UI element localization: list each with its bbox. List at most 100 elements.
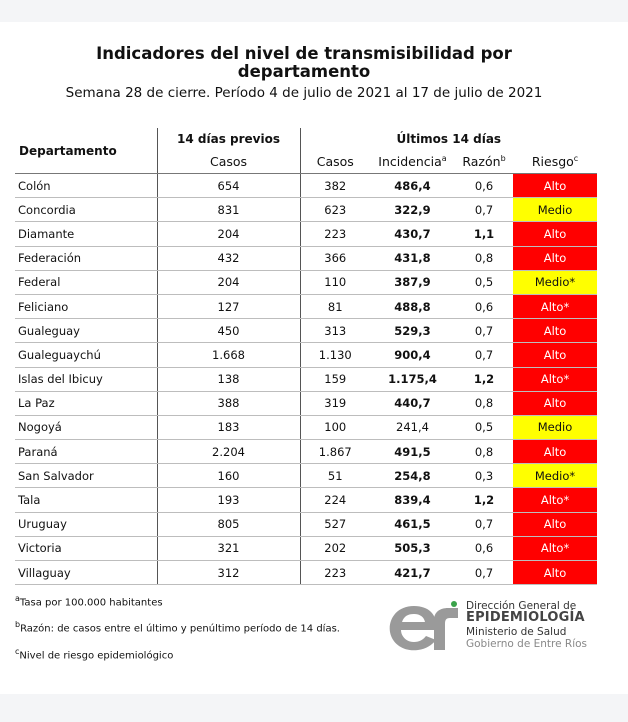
cell-casos-ultimos: 382 <box>299 173 370 199</box>
header-razon: Razónb <box>455 150 513 174</box>
cell-razon: 1,1 <box>455 221 513 247</box>
document-subtitle: Semana 28 de cierre. Período 4 de julio … <box>65 85 543 101</box>
cell-razon: 0,8 <box>455 391 513 416</box>
cell-incidencia: 431,8 <box>370 246 455 271</box>
footnote-c: cNivel de riesgo epidemiológico <box>15 646 174 661</box>
cell-casos-previos: 204 <box>156 270 300 295</box>
cell-riesgo: Medio <box>513 415 598 441</box>
cell-razon: 0,6 <box>455 536 513 562</box>
cell-incidencia: 387,9 <box>370 270 455 295</box>
footnotes: aTasa por 100.000 habitantes bRazón: de … <box>15 588 340 667</box>
table-row: Concordia 831 623 322,9 0,7 Medio <box>15 197 598 223</box>
table-row: Colón 654 382 486,4 0,6 Alto <box>15 173 598 199</box>
logo-text-line1: Dirección General de <box>466 600 577 612</box>
table-row: Feliciano 127 81 488,8 0,6 Alto* <box>15 294 598 320</box>
cell-incidencia: 839,4 <box>370 487 455 513</box>
header-casos-ultimos: Casos <box>299 150 370 174</box>
table-row: Gualeguay 450 313 529,3 0,7 Alto <box>15 318 598 344</box>
cell-casos-ultimos: 313 <box>299 318 370 344</box>
cell-departamento: Uruguay <box>15 512 157 537</box>
table-row: Gualeguaychú 1.668 1.130 900,4 0,7 Alto <box>15 342 598 368</box>
cell-casos-previos: 805 <box>156 512 300 537</box>
header-row-columns: Casos Casos Incidenciaa Razónb Riesgoc <box>15 150 598 174</box>
cell-riesgo: Alto* <box>513 294 598 320</box>
cell-incidencia: 1.175,4 <box>370 367 455 392</box>
table-row: Federación 432 366 431,8 0,8 Alto <box>15 246 598 271</box>
cell-riesgo: Medio* <box>513 463 598 489</box>
cell-incidencia: 486,4 <box>370 173 455 199</box>
cell-departamento: Gualeguaychú <box>15 342 157 368</box>
cell-casos-previos: 138 <box>156 367 300 392</box>
indicators-table: Departamento 14 días previos Últimos 14 … <box>15 128 598 586</box>
cell-riesgo: Alto <box>513 173 598 199</box>
cell-casos-previos: 204 <box>156 221 300 247</box>
header-departamento: Departamento <box>15 128 157 174</box>
cell-departamento: Diamante <box>15 221 157 247</box>
cell-incidencia: 241,4 <box>370 415 455 441</box>
cell-casos-previos: 321 <box>156 536 300 562</box>
cell-riesgo: Alto <box>513 221 598 247</box>
cell-incidencia: 430,7 <box>370 221 455 247</box>
cell-casos-ultimos: 223 <box>299 221 370 247</box>
cell-incidencia: 254,8 <box>370 463 455 489</box>
table-row: Paraná 2.204 1.867 491,5 0,8 Alto <box>15 439 598 465</box>
cell-casos-previos: 2.204 <box>156 439 300 465</box>
cell-razon: 1,2 <box>455 487 513 513</box>
cell-casos-previos: 654 <box>156 173 300 199</box>
cell-incidencia: 440,7 <box>370 391 455 416</box>
logo-text-line2: EPIDEMIOLOGÍA <box>466 610 585 625</box>
cell-razon: 0,3 <box>455 463 513 489</box>
cell-departamento: Paraná <box>15 439 157 465</box>
cell-razon: 0,7 <box>455 197 513 223</box>
cell-casos-ultimos: 527 <box>299 512 370 537</box>
logo-text-line3: Ministerio de Salud <box>466 626 567 638</box>
cell-razon: 0,6 <box>455 173 513 199</box>
header-riesgo: Riesgoc <box>513 150 598 174</box>
cell-casos-previos: 193 <box>156 487 300 513</box>
logo-text-line4: Gobierno de Entre Ríos <box>466 638 588 650</box>
cell-casos-ultimos: 81 <box>299 294 370 320</box>
cell-departamento: La Paz <box>15 391 157 416</box>
cell-casos-previos: 388 <box>156 391 300 416</box>
cell-razon: 0,6 <box>455 294 513 320</box>
cell-riesgo: Alto* <box>513 367 598 392</box>
cell-casos-ultimos: 159 <box>299 367 370 392</box>
table-row: Federal 204 110 387,9 0,5 Medio* <box>15 270 598 295</box>
cell-casos-ultimos: 223 <box>299 560 370 586</box>
cell-incidencia: 322,9 <box>370 197 455 223</box>
cell-riesgo: Alto <box>513 246 598 271</box>
table-body: Colón 654 382 486,4 0,6 Alto Concordia 831 623 32… <box>15 173 598 586</box>
cell-casos-previos: 831 <box>156 197 300 223</box>
cell-casos-ultimos: 202 <box>299 536 370 562</box>
table-row: Victoria 321 202 505,3 0,6 Alto* <box>15 536 598 562</box>
cell-casos-previos: 127 <box>156 294 300 320</box>
svg-text:er: er <box>386 598 388 599</box>
table-row: San Salvador 160 51 254,8 0,3 Medio* <box>15 463 598 489</box>
cell-riesgo: Medio <box>513 197 598 223</box>
cell-incidencia: 529,3 <box>370 318 455 344</box>
footnote-a: aTasa por 100.000 habitantes <box>15 594 163 609</box>
cell-casos-ultimos: 623 <box>299 197 370 223</box>
cell-casos-previos: 160 <box>156 463 300 489</box>
cell-departamento: Federal <box>15 270 157 295</box>
table-row: Nogoyá 183 100 241,4 0,5 Medio <box>15 415 598 441</box>
cell-departamento: Gualeguay <box>15 318 157 344</box>
cell-casos-previos: 432 <box>156 246 300 271</box>
cell-riesgo: Alto* <box>513 487 598 513</box>
cell-incidencia: 491,5 <box>370 439 455 465</box>
cell-departamento: Islas del Ibicuy <box>15 367 157 392</box>
cell-casos-previos: 183 <box>156 415 300 441</box>
cell-departamento: Feliciano <box>15 294 157 320</box>
cell-departamento: Victoria <box>15 536 157 562</box>
cell-departamento: Federación <box>15 246 157 271</box>
cell-razon: 0,7 <box>455 318 513 344</box>
cell-incidencia: 505,3 <box>370 536 455 562</box>
cell-incidencia: 421,7 <box>370 560 455 586</box>
cell-departamento: Villaguay <box>15 560 157 586</box>
cell-razon: 0,7 <box>455 512 513 537</box>
cell-casos-ultimos: 100 <box>299 415 370 441</box>
cell-incidencia: 900,4 <box>370 342 455 368</box>
table-row: Villaguay 312 223 421,7 0,7 Alto <box>15 560 598 586</box>
cell-razon: 0,8 <box>455 246 513 271</box>
cell-departamento: Concordia <box>15 197 157 223</box>
